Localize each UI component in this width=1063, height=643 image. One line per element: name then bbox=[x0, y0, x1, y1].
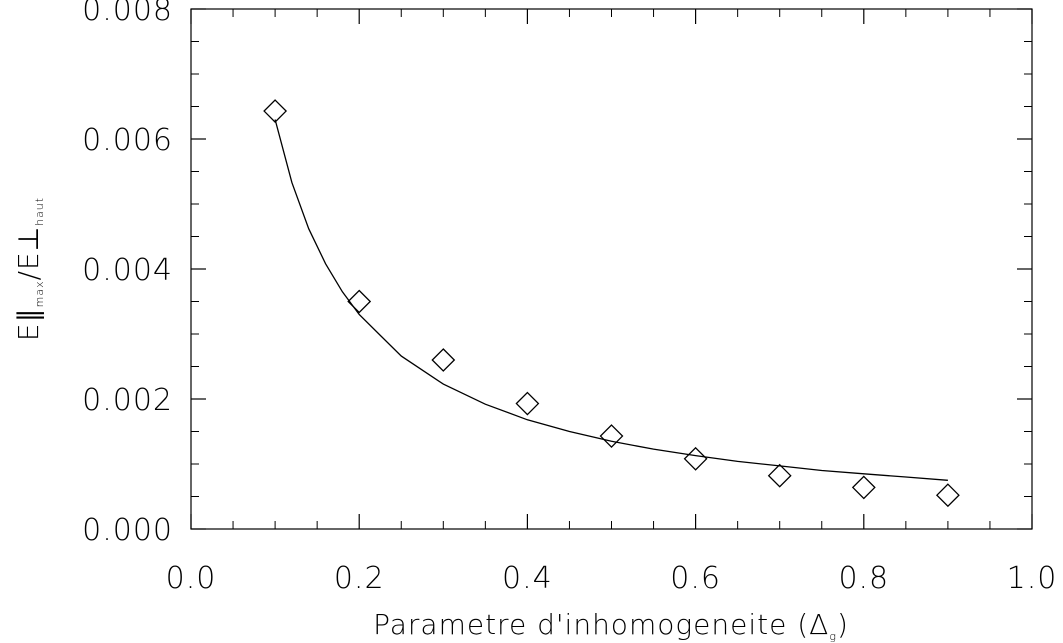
tick-labels: 0.0 0.2 0.4 0.6 0.8 1.0 0.000 0.002 0.004 0.006 0.… bbox=[82, 0, 1058, 596]
y-tick-label: 0.002 bbox=[82, 383, 173, 418]
data-point-diamond bbox=[599, 424, 624, 448]
data-point-diamond bbox=[767, 463, 792, 488]
x-tick-label: 0.6 bbox=[670, 561, 721, 596]
y-tick-label: 0.000 bbox=[82, 513, 173, 548]
y-tick-label: 0.008 bbox=[82, 0, 173, 28]
fit-curve-group bbox=[274, 119, 948, 481]
data-markers bbox=[263, 99, 960, 508]
fit-curve bbox=[274, 119, 948, 481]
y-axis-label: E∥max/E⊥haut bbox=[12, 197, 46, 341]
data-point-diamond bbox=[515, 391, 540, 416]
data-point-diamond bbox=[851, 475, 876, 500]
x-tick-label: 1.0 bbox=[1007, 561, 1058, 596]
x-tick-label: 0.2 bbox=[334, 561, 385, 596]
axis-ticks bbox=[190, 8, 1033, 530]
x-tick-label: 0.4 bbox=[502, 561, 553, 596]
data-point-diamond bbox=[263, 99, 288, 123]
y-tick-label: 0.006 bbox=[82, 123, 173, 158]
plot-frame bbox=[190, 8, 1033, 530]
x-axis-label: Parametre d'inhomogeneite (Δg) bbox=[373, 608, 849, 643]
data-point-diamond bbox=[347, 289, 372, 314]
data-point-diamond bbox=[683, 446, 708, 471]
data-point-diamond bbox=[935, 483, 960, 508]
x-tick-label: 0.8 bbox=[838, 561, 889, 596]
x-tick-label: 0.0 bbox=[166, 561, 217, 596]
data-point-diamond bbox=[431, 348, 456, 372]
y-tick-label: 0.004 bbox=[82, 253, 173, 288]
